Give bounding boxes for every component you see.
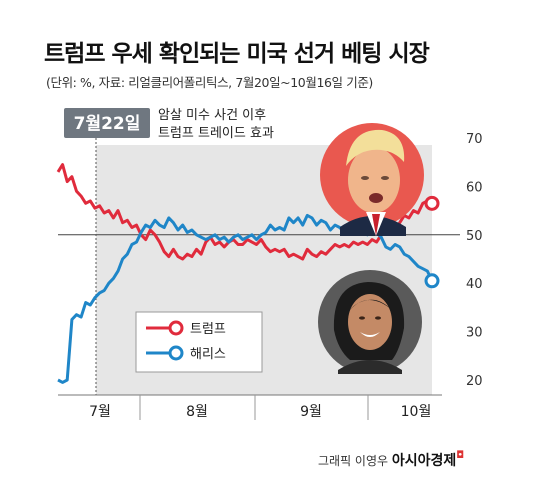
y-axis-ticks: 20 30 40 50 60 70 — [466, 132, 483, 389]
y-tick-label: 20 — [466, 374, 483, 389]
y-tick-label: 50 — [466, 229, 483, 244]
annotation-line1: 암살 미수 사건 이후 — [158, 108, 266, 123]
legend-box — [135, 311, 263, 373]
legend-item-harris: 해리스 — [146, 345, 226, 362]
chart-title: 트럼프 우세 확인되는 미국 선거 베팅 시장 — [44, 41, 430, 67]
legend-harris-marker — [168, 345, 184, 361]
harris-portrait — [318, 270, 422, 374]
annotation-line2: 트럼프 트레이드 효과 — [158, 126, 274, 141]
x-axis-separators — [139, 395, 369, 420]
trump-series-line — [56, 163, 433, 261]
legend-trump-label: 트럼프 — [190, 322, 226, 337]
credit-brand: 아시아경제 — [391, 453, 457, 469]
y-tick-label: 30 — [466, 326, 483, 341]
date-badge-label: 7월22일 — [74, 114, 141, 134]
legend-trump-marker — [168, 320, 184, 336]
y-tick-label: 70 — [466, 132, 483, 147]
x-tick-label: 7월 — [89, 404, 111, 420]
legend-item-trump: 트럼프 — [146, 320, 226, 337]
chart-subtitle: (단위: %, 자료: 리얼클리어폴리틱스, 7월20일~10월16일 기준) — [46, 75, 373, 90]
x-tick-label: 9월 — [300, 404, 322, 420]
credit-prefix: 그래픽 이영우 — [318, 454, 389, 468]
trump-end-point — [424, 195, 440, 211]
x-tick-label: 8월 — [186, 404, 208, 420]
credit: 그래픽 이영우 아시아경제◘ — [318, 450, 464, 470]
y-tick-label: 40 — [466, 277, 483, 292]
brand-mark-icon: ◘ — [456, 450, 465, 461]
y-tick-label: 60 — [466, 180, 483, 195]
harris-end-point — [424, 273, 440, 289]
date-badge — [64, 108, 150, 138]
x-axis-labels: 7월 8월 9월 10월 — [89, 404, 431, 420]
x-tick-label: 10월 — [401, 404, 432, 420]
trump-portrait — [320, 123, 424, 236]
legend-harris-label: 해리스 — [190, 347, 226, 362]
